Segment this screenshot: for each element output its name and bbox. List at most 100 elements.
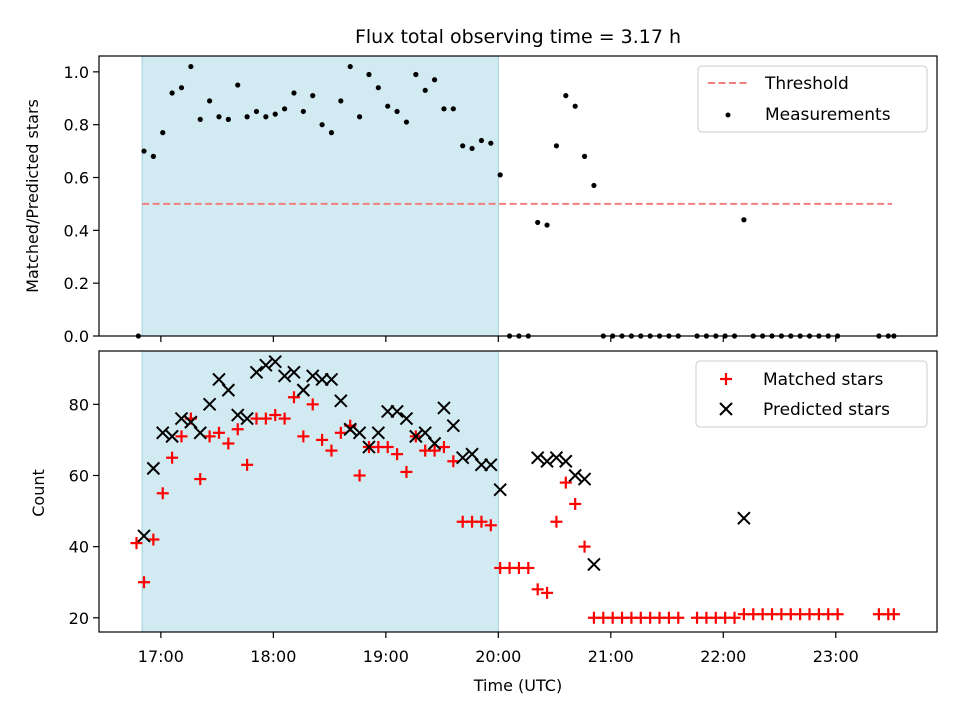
predicted-point [249,365,264,380]
matched-point [222,437,235,450]
y-ticks: 0.0 0.2 0.4 0.6 0.8 1.0 [64,63,99,346]
predicted-point [493,483,507,497]
matched-point [447,455,460,468]
shaded-span [141,55,499,337]
predicted-point [165,429,179,444]
matched-point [203,430,216,443]
measurement-point [385,103,391,109]
shaded-span [141,350,499,633]
legend[interactable]: Threshold Measurements [697,65,928,133]
measurement-point [328,130,335,136]
measurement-point [197,116,203,122]
x-tick-label: 23:00 [813,647,859,666]
matched-point [475,515,488,528]
y-axis-label: Count [29,469,48,517]
measurement-point [422,87,428,93]
measurement-point [150,153,156,159]
legend-predicted-swatch [719,402,733,416]
legend-label-predicted: Predicted stars [763,400,890,420]
matched-point [437,441,450,454]
measurement-point [478,137,485,144]
predicted-point [484,458,498,472]
matched-point [334,426,347,439]
matched-point [278,412,291,425]
predicted-point [268,354,282,369]
measurement-point [375,85,381,91]
predicted-point [277,369,292,383]
predicted-point [212,372,226,387]
legend-label-measurements: Measurements [765,105,891,125]
predicted-point [577,472,592,486]
measurement-point [160,130,166,136]
measurement-point [207,98,213,104]
measurement-point [394,108,400,115]
measurement-points [135,63,897,339]
y-tick-label: 20 [69,609,89,628]
measurement-point [338,98,344,104]
predicted-point [418,426,432,440]
predicted-point [446,418,461,433]
matched-point [325,444,338,457]
matched-point [531,583,544,596]
matched-point [391,448,404,461]
x-tick-label: 17:00 [138,647,184,666]
legend-label-matched: Matched stars [763,370,883,390]
measurement-point [441,106,447,112]
plot-frame [98,350,938,633]
matched-point [428,444,441,457]
predicted-point [259,358,273,372]
measurement-point [497,172,503,178]
matched-point [212,426,225,439]
measurement-point [281,106,288,112]
matched-point [550,515,563,528]
measurement-point [581,153,588,159]
predicted-point [174,411,189,426]
plot-frame [98,55,938,337]
measurement-point [225,116,231,122]
x-tick-label: 22:00 [700,647,746,666]
predicted-point [587,557,601,572]
predicted-point [362,440,376,454]
x-tick-label: 19:00 [363,647,409,666]
matched-point [241,458,254,471]
predicted-point [306,369,320,383]
measurement-point [563,93,569,99]
predicted-point [549,451,564,465]
predicted-point [137,529,151,543]
matched-point [259,412,272,425]
measurement-point [216,114,222,120]
measurement-point [535,219,541,226]
predicted-point [334,394,348,408]
legend[interactable]: Matched stars Predicted stars [695,360,928,428]
top-panel: 0.0 0.2 0.4 0.6 0.8 1.0 Matched/Predicted sta… [23,55,938,346]
legend-matched-swatch [720,373,732,385]
predicted-point [146,461,161,476]
matched-point [541,586,554,599]
measurement-point [591,182,597,189]
y-axis-label: Matched/Predicted stars [23,99,42,293]
measurement-point [403,119,410,125]
x-ticks: 17:00 18:00 19:00 20:00 21:00 22:00 23:00 [138,632,859,666]
x-tick-label: 21:00 [588,647,634,666]
measurement-point [319,122,325,128]
measurement-point [188,63,194,70]
measurement-point [366,71,372,78]
x-tick-label: 18:00 [250,647,296,666]
predicted-point [352,426,367,440]
matched-point [130,537,143,550]
measurement-point [488,140,494,146]
predicted-point [296,383,311,397]
legend-measurements-swatch [725,112,731,118]
matched-point [175,430,188,443]
matched-point [578,540,591,553]
predicted-point [324,372,339,387]
matched-point [569,497,582,510]
measurement-point [291,90,297,96]
y-tick-label: 0.4 [64,221,89,240]
shaded-region [141,350,499,633]
y-tick-label: 40 [69,538,89,557]
y-ticks: 20 40 60 80 [69,395,99,628]
matched-point [887,608,900,621]
measurement-point [431,77,438,83]
